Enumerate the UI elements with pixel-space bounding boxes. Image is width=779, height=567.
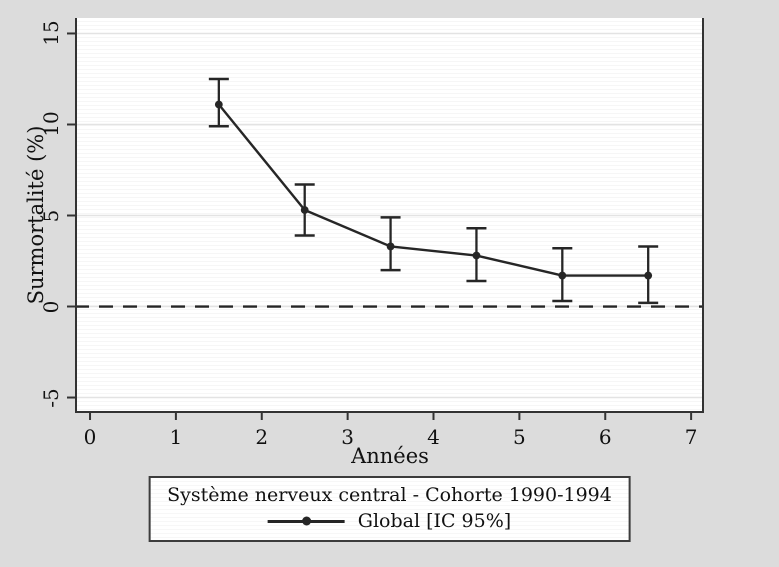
x-axis-title: Années [351,444,429,468]
y-tick-label: 15 [39,20,63,47]
plot-canvas [67,18,704,420]
series-line [217,103,649,277]
data-point-marker [300,206,309,214]
plot-area [67,18,704,420]
data-point-marker [558,271,567,280]
legend-marker-dot [301,516,311,526]
x-tick-label: 1 [169,425,183,449]
legend-title: Système nerveux central - Cohorte 1990-1… [167,484,612,506]
legend-box: Système nerveux central - Cohorte 1990-1… [148,476,631,542]
data-point-marker [386,242,395,251]
legend-entry: Global [IC 95%] [167,508,612,534]
x-tick-label: 5 [513,425,526,449]
legend-entry-label: Global [IC 95%] [357,510,512,532]
data-point-marker [472,251,481,260]
data-point-marker [644,271,653,280]
x-tick-label: 2 [255,425,269,449]
y-tick-label: -5 [39,387,63,408]
y-axis-title: Surmortalité (%) [24,125,48,305]
x-tick-label: 7 [684,425,698,449]
x-tick-label: 0 [83,425,97,449]
data-point-marker [214,100,223,109]
line-marker-symbol [267,516,345,526]
x-tick-label: 6 [598,425,612,449]
